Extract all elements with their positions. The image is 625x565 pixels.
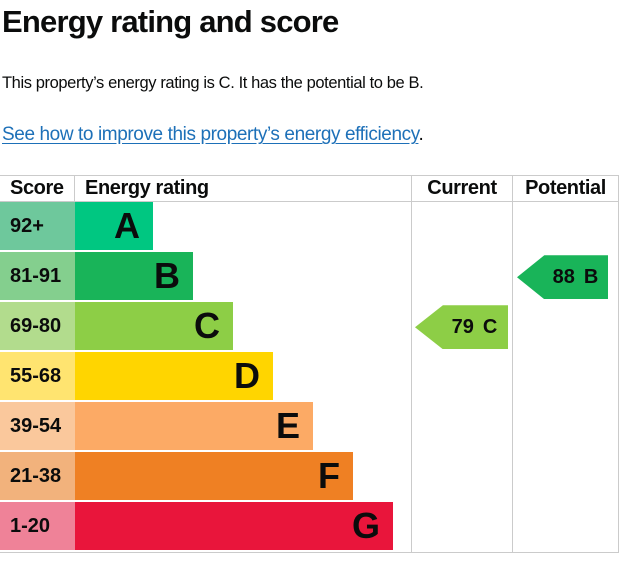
band-rows: 92+ A 81-91 B 88 B 69-80 C 79 C 55-68 D 39-54 E 21-38 F… <box>0 202 619 553</box>
current-cell <box>412 452 513 503</box>
score-range: 21-38 <box>0 452 75 503</box>
band-row-c: 69-80 C 79 C <box>0 302 619 353</box>
score-range: 39-54 <box>0 402 75 453</box>
band-letter: D <box>234 355 260 397</box>
page-title: Energy rating and score <box>2 4 339 39</box>
score-range: 55-68 <box>0 352 75 403</box>
table-header-row: Score Energy rating Current Potential <box>0 176 619 203</box>
rating-letter: B <box>583 265 599 288</box>
band-bar-f: F <box>75 452 353 501</box>
header-potential: Potential <box>513 176 619 202</box>
summary-text: This property’s energy rating is C. It h… <box>2 73 424 92</box>
band-bar-d: D <box>75 352 273 401</box>
score-range: 92+ <box>0 202 75 253</box>
rating-score: 79 <box>451 315 474 338</box>
rating-cell: A <box>75 202 412 253</box>
rating-cell: G <box>75 502 412 553</box>
rating-score: 88 <box>552 265 575 288</box>
potential-rating-arrow: 88 B <box>517 255 608 300</box>
header-current: Current <box>412 176 513 202</box>
potential-cell <box>513 502 619 553</box>
band-row-f: 21-38 F <box>0 452 619 503</box>
band-bar-e: E <box>75 402 313 451</box>
band-bar-c: C <box>75 302 233 351</box>
rating-cell: C <box>75 302 412 353</box>
potential-cell <box>513 352 619 403</box>
band-row-d: 55-68 D <box>0 352 619 403</box>
band-letter: C <box>194 305 220 347</box>
potential-cell <box>513 452 619 503</box>
current-cell <box>412 252 513 303</box>
band-letter: F <box>318 455 340 497</box>
rating-letter: C <box>482 315 498 338</box>
improve-link-line: See how to improve this property’s energ… <box>2 124 625 146</box>
band-bar-a: A <box>75 202 153 251</box>
band-row-g: 1-20 G <box>0 502 619 553</box>
band-letter: G <box>351 505 380 547</box>
rating-cell: F <box>75 452 412 503</box>
band-letter: A <box>114 205 140 247</box>
band-letter: B <box>154 255 180 297</box>
current-cell <box>412 352 513 403</box>
current-cell: 79 C <box>412 302 513 353</box>
score-range: 1-20 <box>0 502 75 553</box>
current-cell <box>412 402 513 453</box>
rating-cell: D <box>75 352 412 403</box>
improve-link[interactable]: See how to improve this property’s energ… <box>2 124 419 146</box>
header-energy-rating: Energy rating <box>75 176 412 202</box>
band-row-b: 81-91 B 88 B <box>0 252 619 303</box>
rating-cell: E <box>75 402 412 453</box>
page: Energy rating and score This property’s … <box>0 4 625 554</box>
current-cell <box>412 202 513 253</box>
band-letter: E <box>275 405 300 447</box>
band-row-a: 92+ A <box>0 202 619 253</box>
band-row-e: 39-54 E <box>0 402 619 453</box>
band-bar-b: B <box>75 252 193 301</box>
score-range: 81-91 <box>0 252 75 303</box>
link-suffix: . <box>418 124 424 146</box>
band-bar-g: G <box>75 502 393 551</box>
potential-cell <box>513 402 619 453</box>
potential-cell: 88 B <box>513 252 619 303</box>
header-score: Score <box>0 176 75 202</box>
score-range: 69-80 <box>0 302 75 353</box>
potential-cell <box>513 202 619 253</box>
current-cell <box>412 502 513 553</box>
rating-cell: B <box>75 252 412 303</box>
energy-rating-table: Score Energy rating Current Potential 92… <box>0 175 619 554</box>
potential-cell <box>513 302 619 353</box>
current-rating-arrow: 79 C <box>415 305 508 350</box>
